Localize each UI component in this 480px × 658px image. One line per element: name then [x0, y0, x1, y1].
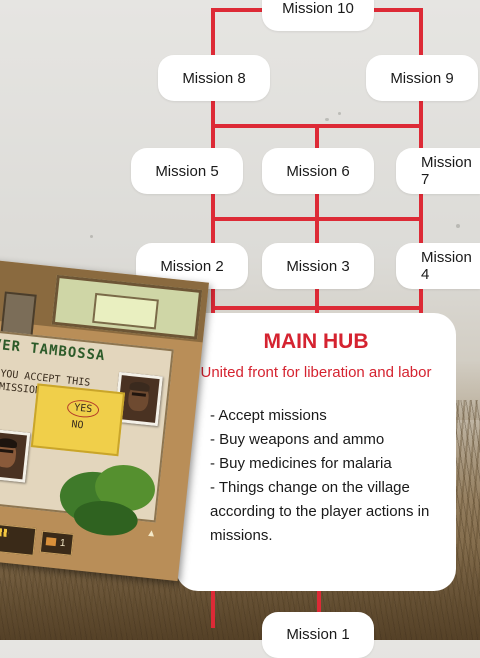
ammo-bar	[0, 525, 10, 538]
npc-hair	[129, 381, 151, 393]
speaker-name: NVER TAMBOSSA	[0, 335, 107, 365]
mission-label: Mission 4	[421, 249, 472, 283]
connector	[213, 217, 423, 221]
mission-2-node[interactable]: Mission 2	[136, 243, 248, 289]
player-portrait	[0, 428, 31, 483]
game-screenshot: NVER TAMBOSSA DO YOU ACCEPT THIS MISSION…	[0, 259, 209, 582]
mission-label: Mission 6	[286, 162, 350, 180]
mission-label: Mission 3	[286, 257, 350, 275]
ammo-hud: ∞	[0, 520, 37, 556]
background-speck	[456, 224, 460, 228]
player-hair	[0, 437, 18, 449]
hub-feature-item: - Things change on the village	[210, 479, 410, 496]
hub-feature-list: - Accept missions - Buy weapons and ammo…	[210, 404, 429, 548]
no-option[interactable]: NO	[70, 419, 84, 432]
mission-label: Mission 8	[182, 69, 246, 87]
hub-feature-item: - Buy medicines for malaria	[210, 455, 392, 472]
mission-label: Mission 1	[286, 625, 350, 643]
background-speck	[325, 118, 329, 121]
connector	[213, 124, 423, 128]
item-count: 1	[59, 537, 67, 550]
connector	[213, 306, 423, 310]
corner-cursor-icon: ▲	[145, 527, 157, 540]
mission-label: Mission 9	[390, 69, 454, 87]
mission-label: Mission 5	[155, 162, 219, 180]
background-speck	[338, 112, 341, 115]
mission-1-node[interactable]: Mission 1	[262, 612, 374, 658]
item-hud: 1	[39, 530, 74, 556]
hub-feature-item: - Buy weapons and ammo	[210, 431, 385, 448]
mission-label: Mission 10	[282, 0, 354, 17]
background-speck	[90, 235, 93, 238]
main-hub-card[interactable]: MAIN HUB United front for liberation and…	[176, 313, 456, 591]
hub-feature-item: according to the player actions in	[210, 503, 430, 520]
mission-6-node[interactable]: Mission 6	[262, 148, 374, 194]
mission-9-node[interactable]: Mission 9	[366, 55, 478, 101]
hub-feature-item: missions.	[210, 527, 273, 544]
mission-5-node[interactable]: Mission 5	[131, 148, 243, 194]
item-icon	[45, 537, 57, 547]
mission-3-node[interactable]: Mission 3	[262, 243, 374, 289]
mission-8-node[interactable]: Mission 8	[158, 55, 270, 101]
mission-label: Mission 7	[421, 154, 472, 188]
hub-title: MAIN HUB	[263, 330, 369, 353]
mission-7-node[interactable]: Mission 7	[396, 148, 480, 194]
hub-feature-item: - Accept missions	[210, 407, 327, 424]
connector	[315, 126, 319, 326]
connector	[317, 590, 321, 620]
hub-subtitle: United front for liberation and labor	[200, 364, 432, 381]
yes-option[interactable]: YES	[66, 398, 100, 419]
mission-10-node[interactable]: Mission 10	[262, 0, 374, 31]
choice-note: YES NO	[30, 383, 126, 457]
mission-4-node[interactable]: Mission 4	[396, 243, 480, 289]
mission-label: Mission 2	[160, 257, 224, 275]
